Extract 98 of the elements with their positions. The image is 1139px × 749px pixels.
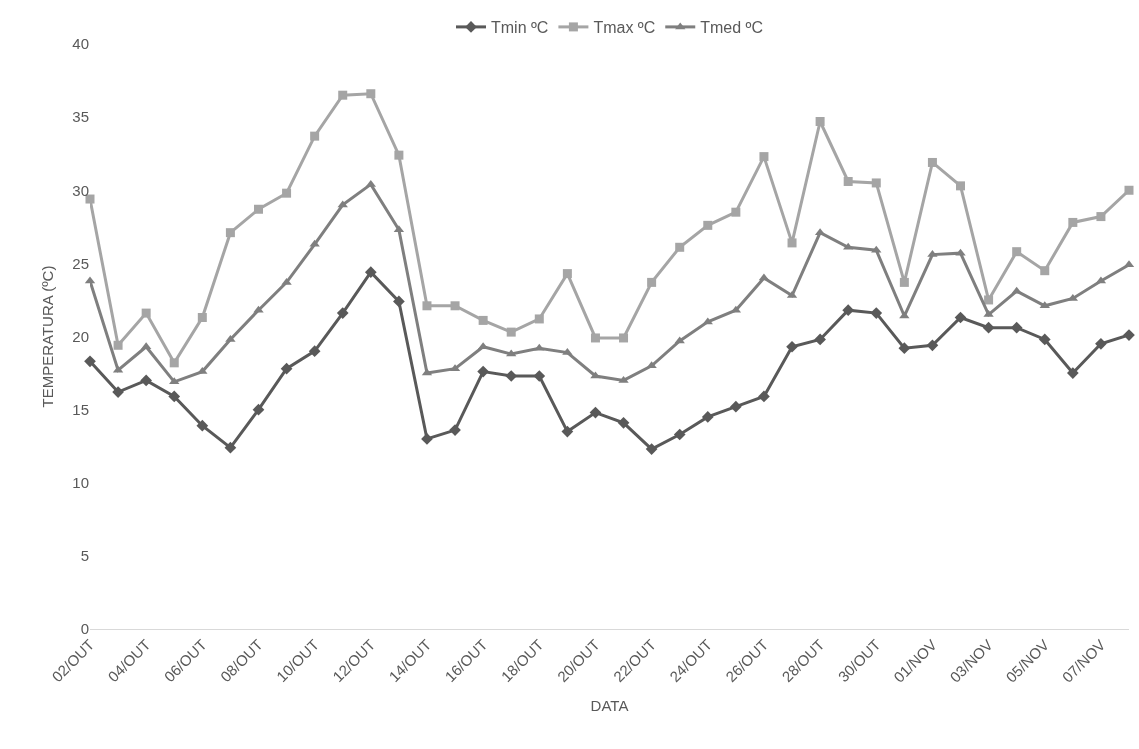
point: [787, 238, 797, 248]
point: [899, 277, 909, 287]
point: [224, 441, 237, 454]
point: [842, 304, 855, 317]
point: [282, 188, 292, 198]
point: [673, 428, 686, 441]
point: [1096, 212, 1106, 222]
point: [702, 317, 713, 325]
point: [478, 315, 488, 325]
point: [450, 301, 460, 311]
point: [366, 89, 376, 99]
point: [730, 400, 742, 413]
point: [703, 220, 713, 230]
point: [252, 403, 265, 416]
point: [898, 342, 911, 355]
legend-label: Tmax ºC: [593, 19, 656, 37]
point: [1038, 333, 1051, 346]
point: [280, 362, 293, 375]
point: [394, 150, 404, 160]
y-tick-label: 40: [72, 35, 89, 53]
point: [956, 181, 966, 191]
point: [758, 390, 770, 403]
point: [196, 419, 209, 432]
point: [85, 194, 95, 204]
point: [169, 377, 180, 385]
point: [674, 336, 685, 344]
point: [534, 314, 544, 324]
point: [141, 308, 151, 318]
y-tick-label: 0: [80, 620, 89, 638]
y-tick-label: 15: [72, 400, 89, 418]
point: [562, 269, 572, 279]
point: [870, 307, 883, 319]
point: [336, 307, 349, 319]
point: [477, 365, 489, 378]
point: [675, 242, 685, 252]
point: [645, 443, 658, 455]
point: [308, 345, 321, 357]
point: [617, 416, 630, 429]
point: [1040, 266, 1050, 276]
point: [337, 200, 348, 208]
point: [281, 277, 292, 285]
point: [421, 433, 433, 445]
point: [1095, 337, 1107, 350]
y-tick-label: 10: [72, 474, 89, 491]
point: [225, 228, 235, 238]
point: [533, 370, 546, 382]
point: [364, 266, 377, 278]
point: [843, 176, 853, 186]
x-axis-title: DATA: [590, 696, 629, 714]
point: [815, 117, 825, 127]
point: [590, 371, 601, 379]
point: [1039, 301, 1050, 309]
point: [169, 358, 179, 368]
point: [899, 311, 910, 319]
point: [140, 374, 153, 387]
point: [1066, 367, 1079, 379]
point: [393, 295, 405, 308]
point: [422, 301, 432, 311]
point: [589, 406, 602, 419]
point: [814, 333, 826, 346]
point: [590, 333, 600, 343]
point: [113, 340, 123, 350]
point: [506, 327, 516, 337]
point: [1124, 185, 1134, 195]
y-tick-label: 35: [72, 108, 89, 126]
point: [84, 355, 96, 368]
point: [731, 207, 741, 217]
point: [338, 90, 348, 100]
point: [871, 178, 881, 188]
point: [1012, 247, 1022, 257]
point: [786, 340, 798, 353]
legend-label: Tmed ºC: [700, 19, 763, 37]
point: [619, 333, 629, 343]
point: [561, 425, 574, 438]
legend-label: Tmin ºC: [491, 19, 549, 37]
point: [225, 334, 236, 342]
point: [982, 321, 995, 334]
point: [759, 152, 769, 162]
point: [506, 349, 517, 357]
point: [954, 311, 967, 324]
y-tick-label: 25: [72, 254, 89, 272]
point: [112, 386, 124, 398]
y-tick-label: 5: [80, 547, 89, 565]
point: [197, 312, 207, 322]
point: [618, 375, 629, 383]
point: [1068, 217, 1078, 227]
point: [701, 411, 714, 423]
y-axis-title: TEMPERATURA (ºC): [38, 265, 56, 408]
point: [309, 239, 320, 247]
y-tick-label: 30: [72, 181, 89, 199]
point: [926, 339, 939, 352]
point: [927, 157, 937, 167]
point: [253, 204, 263, 214]
point: [647, 277, 657, 287]
y-tick-label: 20: [72, 327, 89, 345]
point: [984, 295, 994, 305]
point: [168, 390, 181, 403]
point: [310, 131, 320, 141]
